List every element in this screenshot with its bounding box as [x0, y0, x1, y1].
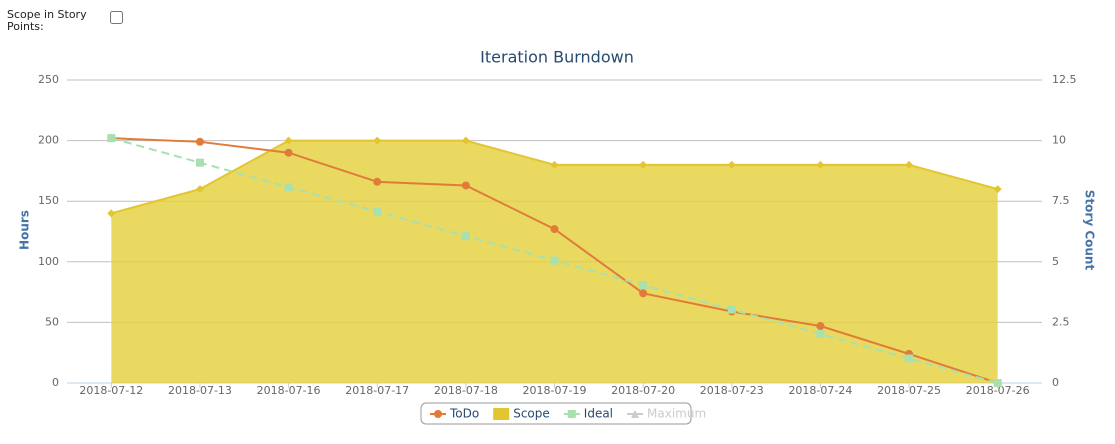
point	[461, 232, 470, 241]
y2-tick-label: 0	[1052, 376, 1059, 389]
point	[373, 177, 382, 186]
point	[905, 160, 914, 169]
y-tick-label: 50	[45, 315, 59, 328]
legend-swatch	[493, 408, 510, 420]
point	[461, 181, 470, 190]
y2-tick-label: 10	[1052, 134, 1066, 147]
point	[639, 160, 648, 169]
scope-checkbox[interactable]	[110, 11, 123, 24]
y-tick-label: 200	[38, 134, 59, 147]
point	[284, 148, 293, 157]
y-tick-label: 250	[38, 73, 59, 86]
y2-tick-label: 5	[1052, 255, 1059, 268]
x-tick-label: 2018-07-26	[966, 384, 1030, 397]
point	[195, 158, 204, 167]
point	[631, 410, 640, 418]
legend-label: Maximum	[647, 407, 706, 421]
y-tick-label: 0	[52, 376, 59, 389]
point	[905, 354, 914, 363]
y-tick-label: 100	[38, 255, 59, 268]
point	[550, 225, 559, 234]
point	[195, 185, 204, 194]
x-tick-label: 2018-07-17	[345, 384, 409, 397]
point	[461, 136, 470, 145]
x-tick-label: 2018-07-20	[611, 384, 675, 397]
point	[373, 136, 382, 145]
x-tick-label: 2018-07-23	[700, 384, 764, 397]
point	[727, 160, 736, 169]
point	[550, 160, 559, 169]
point	[195, 137, 204, 146]
y-tick-label: 150	[38, 194, 59, 207]
y-axis-title: Hours	[18, 210, 32, 250]
point	[550, 256, 559, 265]
point	[993, 379, 1002, 387]
point	[284, 183, 293, 192]
legend-label: Scope	[513, 407, 550, 421]
point	[373, 207, 382, 216]
point	[816, 160, 825, 169]
point	[284, 136, 293, 145]
point	[107, 134, 116, 143]
point	[816, 330, 825, 339]
point	[434, 410, 442, 418]
chart-title: Iteration Burndown	[480, 48, 634, 67]
y2-tick-label: 12.5	[1052, 73, 1077, 86]
legend-label: Ideal	[584, 407, 613, 421]
x-tick-label: 2018-07-16	[257, 384, 321, 397]
point	[567, 410, 576, 418]
x-tick-label: 2018-07-19	[523, 384, 587, 397]
point	[727, 305, 736, 314]
x-tick-label: 2018-07-18	[434, 384, 498, 397]
point	[993, 185, 1002, 194]
scope-label: Scope in Story Points:	[7, 8, 87, 33]
x-tick-label: 2018-07-12	[79, 384, 143, 397]
point	[639, 289, 648, 298]
point	[816, 322, 825, 331]
y2-tick-label: 2.5	[1052, 315, 1070, 328]
x-tick-label: 2018-07-25	[877, 384, 941, 397]
y2-axis-title: Story Count	[1083, 190, 1097, 271]
y2-tick-label: 7.5	[1052, 194, 1070, 207]
point	[639, 281, 648, 290]
point	[107, 209, 116, 218]
x-tick-label: 2018-07-24	[788, 384, 852, 397]
x-tick-label: 2018-07-13	[168, 384, 232, 397]
legend-label: ToDo	[449, 407, 479, 421]
legend-box	[420, 402, 692, 425]
